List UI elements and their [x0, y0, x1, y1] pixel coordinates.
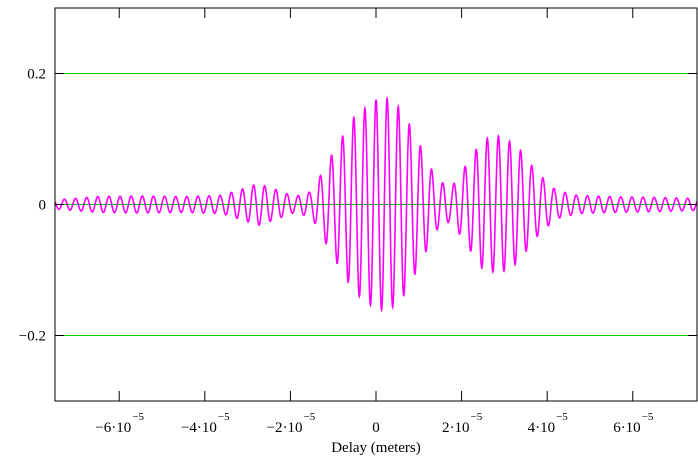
x-tick-mantissa: 2·10 — [442, 420, 470, 436]
x-tick-mantissa: −6·10 — [95, 420, 131, 436]
x-tick-mantissa: 6·10 — [613, 420, 641, 436]
x-tick-mantissa: −4·10 — [181, 420, 217, 436]
y-axis-ticks: 0.2 0 −0.2 — [19, 67, 697, 345]
x-tick-exponent: −5 — [642, 411, 654, 423]
y-tick-label: 0 — [39, 198, 47, 214]
x-tick-label: 4·10−5 — [528, 411, 569, 436]
x-tick-label: 0 — [372, 420, 380, 436]
x-tick-mantissa: 0 — [372, 420, 380, 436]
x-tick-exponent: −5 — [132, 411, 144, 423]
x-tick-mantissa: −2·10 — [267, 420, 303, 436]
x-tick-label: 6·10−5 — [613, 411, 654, 436]
x-tick-label: −4·10−5 — [181, 411, 230, 436]
x-tick-label: 2·10−5 — [442, 411, 483, 436]
series-line-0 — [54, 95, 698, 313]
x-tick-exponent: −5 — [556, 411, 568, 423]
x-axis-ticks: −6·10−5−4·10−5−2·10−50 2·10−54·10−56·10−5 — [95, 8, 654, 436]
x-tick-label: −2·10−5 — [267, 411, 316, 436]
x-tick-exponent: −5 — [304, 411, 316, 423]
x-tick-label: −6·10−5 — [95, 411, 144, 436]
x-tick-exponent: −5 — [218, 411, 230, 423]
series-group — [54, 95, 698, 313]
x-tick-mantissa: 4·10 — [528, 420, 556, 436]
x-axis-label: Delay (meters) — [331, 440, 421, 456]
y-tick-label: 0.2 — [27, 67, 46, 83]
x-tick-exponent: −5 — [470, 411, 482, 423]
y-tick-label: −0.2 — [19, 329, 46, 345]
